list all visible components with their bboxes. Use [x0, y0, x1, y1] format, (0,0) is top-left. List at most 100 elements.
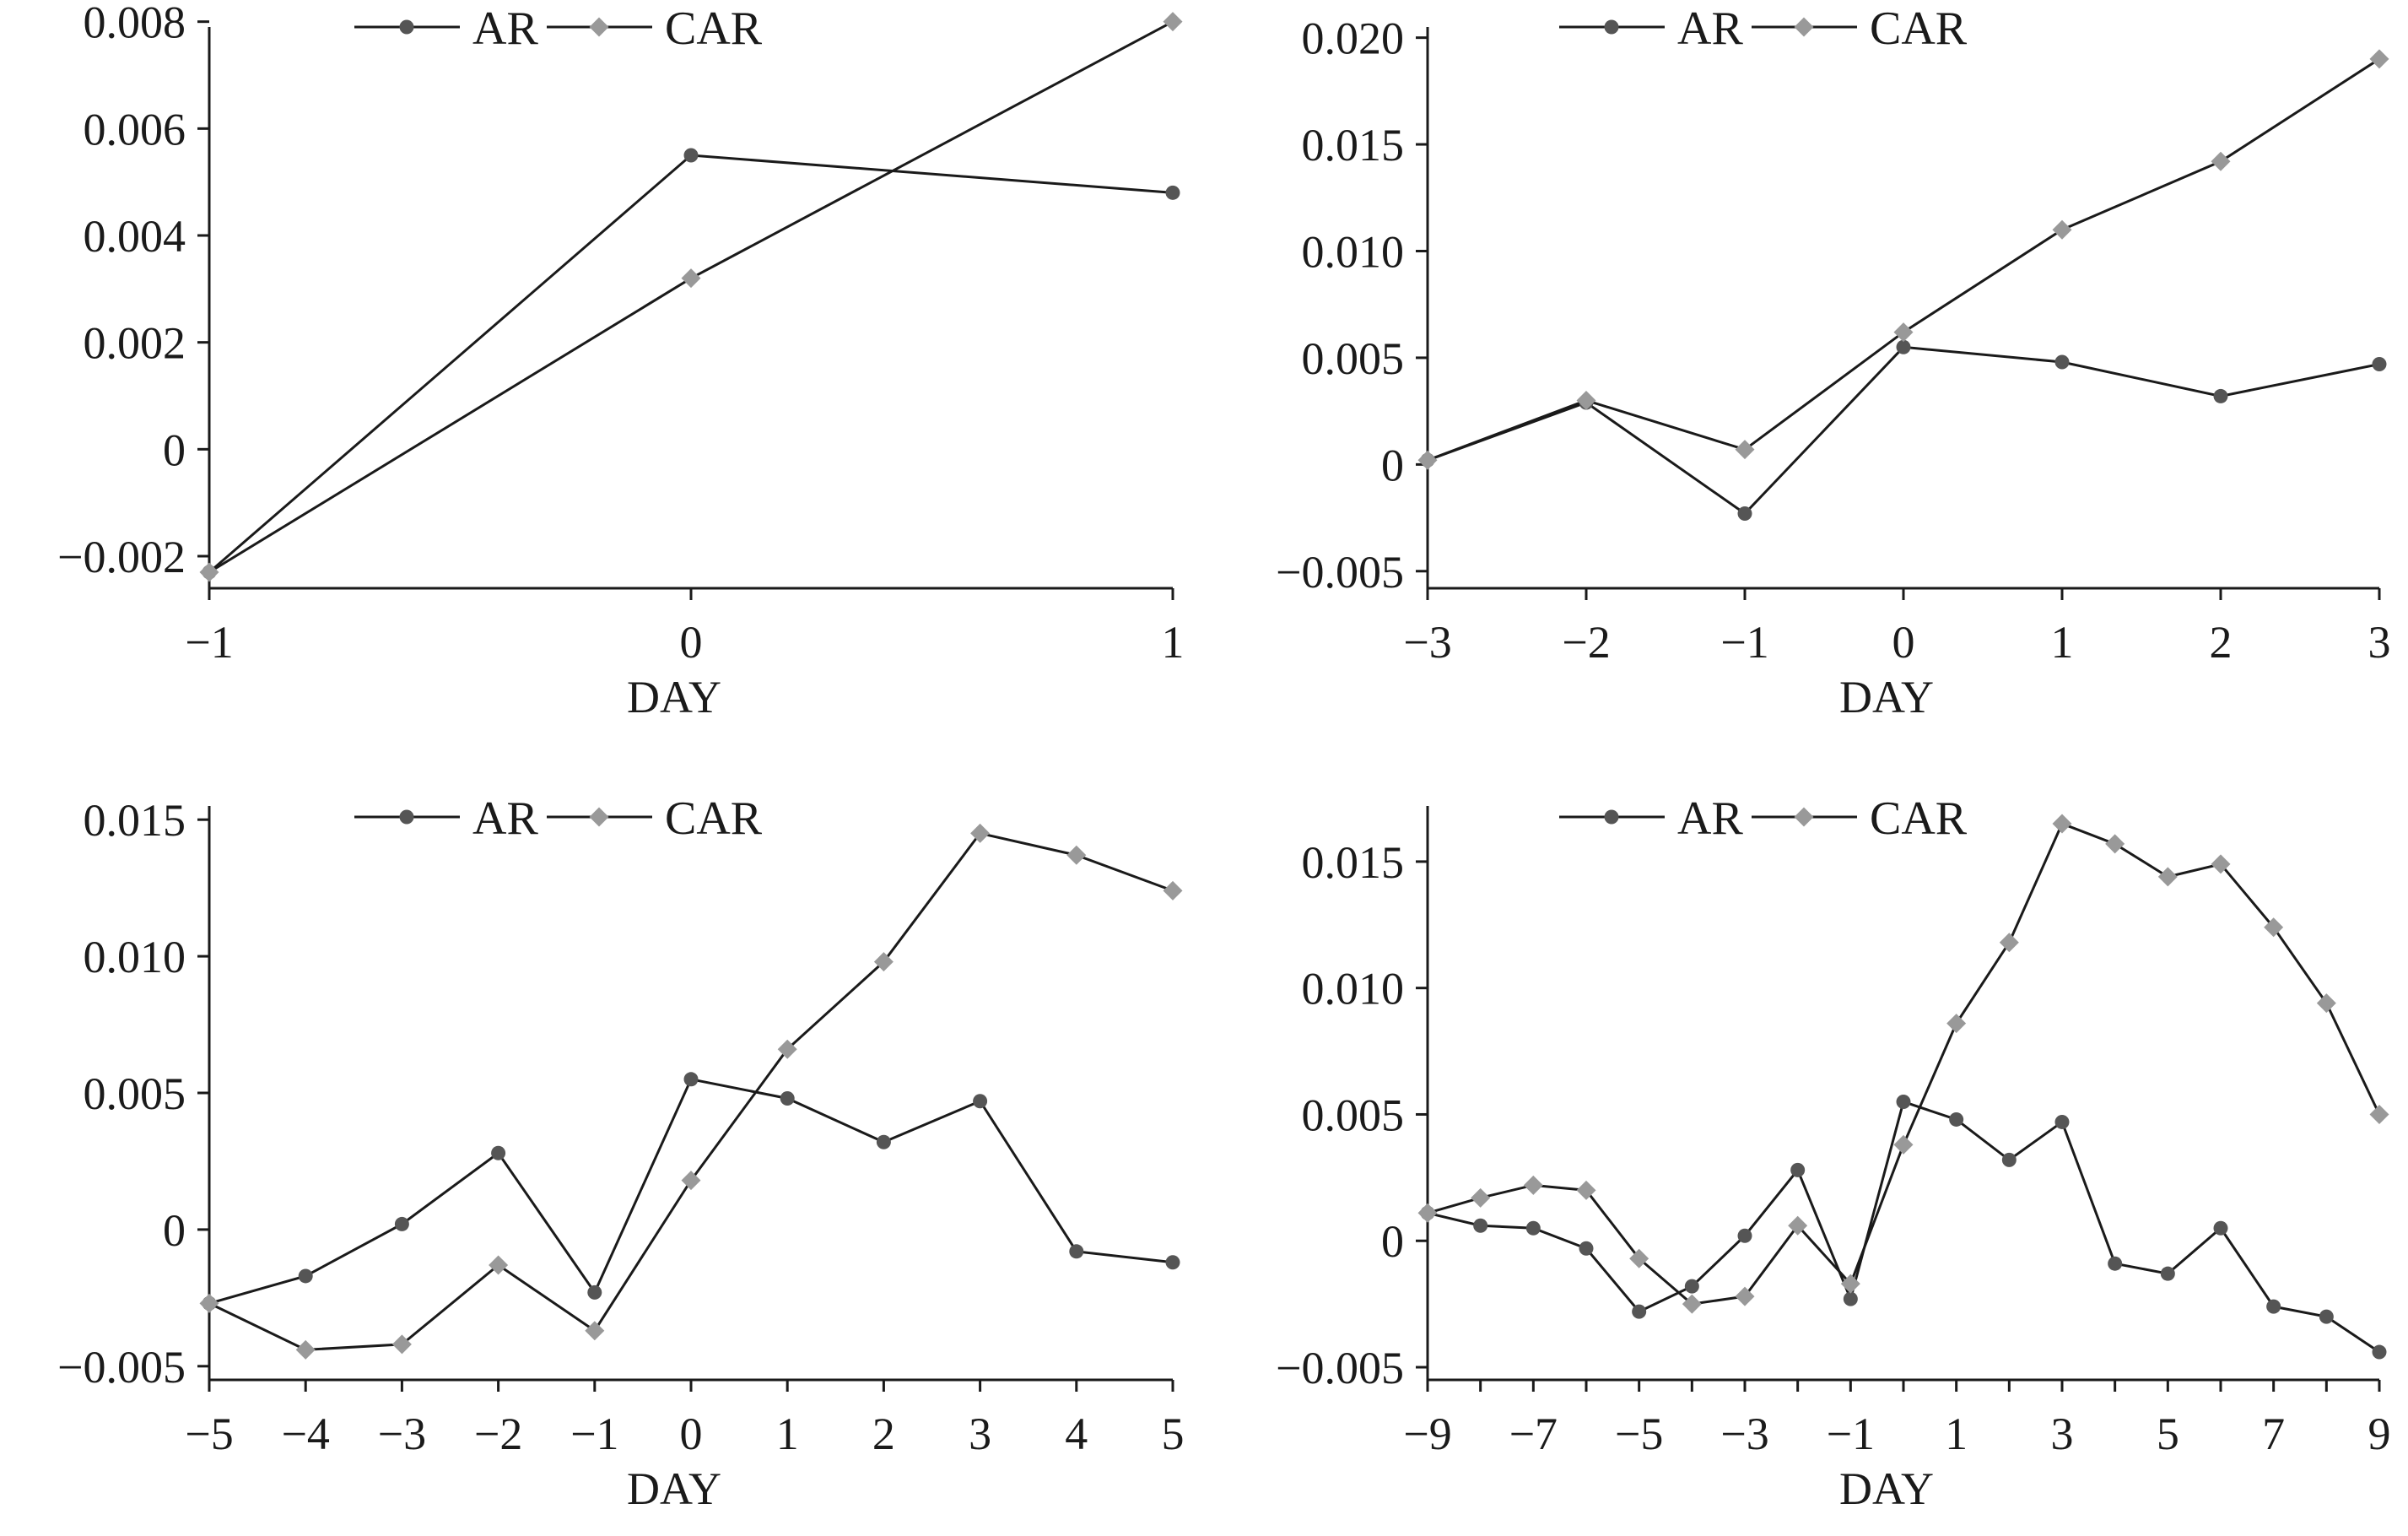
x-tick-label: 0 [1892, 617, 1915, 668]
data-point-car [2052, 814, 2072, 834]
x-tick-label: 7 [2262, 1409, 2285, 1459]
series-line-ar [1427, 345, 2380, 516]
data-point-ar [2372, 357, 2387, 372]
data-point-car [873, 952, 894, 972]
data-point-car [1629, 1248, 1649, 1268]
legend-marker-car [1794, 17, 1814, 37]
data-point-car [2211, 151, 2231, 171]
x-tick-label: 1 [1162, 617, 1185, 668]
data-point-ar [1579, 1241, 1594, 1256]
x-tick-label: 1 [776, 1409, 799, 1459]
x-tick-label: 2 [872, 1409, 895, 1459]
data-point-ar [876, 1134, 891, 1149]
legend-marker-car [589, 807, 609, 827]
data-point-car [1946, 1014, 1967, 1034]
data-point-car [681, 268, 701, 289]
chart-panel-1: −0.002 0 0.002 0.004 0.006 0.008 −1 0 1 DAY AR CAR [57, 0, 1184, 722]
legend-marker-ar [399, 19, 414, 35]
data-point-ar [683, 148, 699, 163]
data-point-ar [973, 1094, 988, 1109]
x-tick-label: 0 [680, 1409, 703, 1459]
data-point-car [2157, 867, 2178, 887]
data-point-car [1471, 1187, 1491, 1208]
data-point-ar [1632, 1304, 1647, 1319]
data-point-ar [683, 1072, 699, 1087]
data-point-car [2052, 219, 2072, 240]
data-point-car [1735, 1286, 1755, 1306]
y-tick-label: 0.005 [1302, 333, 1405, 384]
data-point-ar [2266, 1299, 2281, 1314]
data-point-car [295, 1339, 316, 1360]
y-tick-label: 0.008 [84, 0, 186, 48]
series-line-ar [208, 1078, 1174, 1305]
series-line-car [208, 20, 1174, 574]
series-line-car [1427, 822, 2381, 1306]
data-point-car [1163, 880, 1183, 901]
data-point-car [1576, 1180, 1596, 1200]
data-point-ar [2372, 1344, 2387, 1360]
data-point-car [2211, 854, 2231, 874]
data-point-car [2105, 834, 2125, 854]
x-tick-label: 3 [969, 1409, 991, 1459]
data-point-ar [1949, 1111, 1964, 1127]
y-tick-label: −0.005 [57, 1342, 186, 1393]
data-point-car [681, 1171, 701, 1191]
data-point-car [1682, 1294, 1702, 1314]
x-tick-label: −5 [185, 1409, 233, 1459]
y-tick-label: −0.005 [1276, 1343, 1404, 1393]
x-tick-label: 5 [1162, 1409, 1185, 1459]
data-point-car [2369, 49, 2389, 69]
data-point-car [1576, 390, 1596, 410]
x-tick-label: −9 [1403, 1409, 1451, 1459]
legend-marker-car [589, 17, 609, 37]
legend-label-ar: AR [1677, 792, 1743, 845]
data-point-ar [1165, 185, 1180, 200]
x-tick-label: 3 [2051, 1409, 2074, 1459]
y-tick-label: 0.015 [1302, 837, 1405, 888]
data-point-ar [298, 1268, 313, 1284]
data-point-ar [1737, 506, 1752, 522]
data-point-ar [2054, 354, 2070, 370]
data-point-car [1066, 845, 1087, 865]
y-tick-label: 0.005 [1302, 1090, 1405, 1140]
legend-marker-ar [1604, 19, 1619, 35]
data-point-car [1788, 1215, 1808, 1236]
data-point-car [199, 562, 219, 582]
y-tick-label: 0 [163, 1205, 186, 1256]
y-tick-label: 0.020 [1302, 14, 1405, 64]
y-tick-label: 0.010 [1302, 226, 1405, 277]
data-point-ar [587, 1285, 602, 1300]
x-tick-label: −3 [378, 1409, 426, 1459]
legend-marker-car [1794, 807, 1814, 827]
legend: AR CAR [1559, 3, 1968, 55]
data-point-car [1893, 322, 1914, 343]
data-point-car [1163, 12, 1183, 32]
data-point-ar [2108, 1256, 2123, 1271]
data-point-ar [780, 1090, 795, 1106]
y-tick-label: 0.002 [84, 318, 186, 369]
data-point-ar [2213, 388, 2228, 403]
x-tick-label: −3 [1403, 617, 1451, 668]
data-point-car [1893, 1134, 1914, 1155]
data-point-car [2316, 993, 2336, 1014]
y-tick-label: 0.006 [84, 104, 186, 154]
data-point-car [585, 1321, 605, 1341]
data-point-car [199, 1293, 219, 1313]
x-axis-title: DAY [1839, 1463, 1934, 1514]
y-tick-label: 0 [1381, 1216, 1404, 1267]
legend-marker-ar [1604, 809, 1619, 825]
data-point-ar [1473, 1218, 1488, 1233]
y-tick-label: −0.005 [1276, 547, 1404, 598]
x-tick-label: −1 [570, 1409, 618, 1459]
legend-label-ar: AR [1677, 3, 1743, 55]
data-point-car [2369, 1104, 2389, 1124]
x-tick-label: 2 [2210, 617, 2233, 668]
data-point-ar [1843, 1291, 1858, 1306]
x-axis-title: DAY [627, 672, 721, 722]
x-tick-label: −1 [1827, 1409, 1875, 1459]
data-point-ar [2054, 1114, 2070, 1129]
x-tick-label: −1 [185, 617, 233, 668]
y-tick-label: 0.004 [84, 211, 186, 262]
